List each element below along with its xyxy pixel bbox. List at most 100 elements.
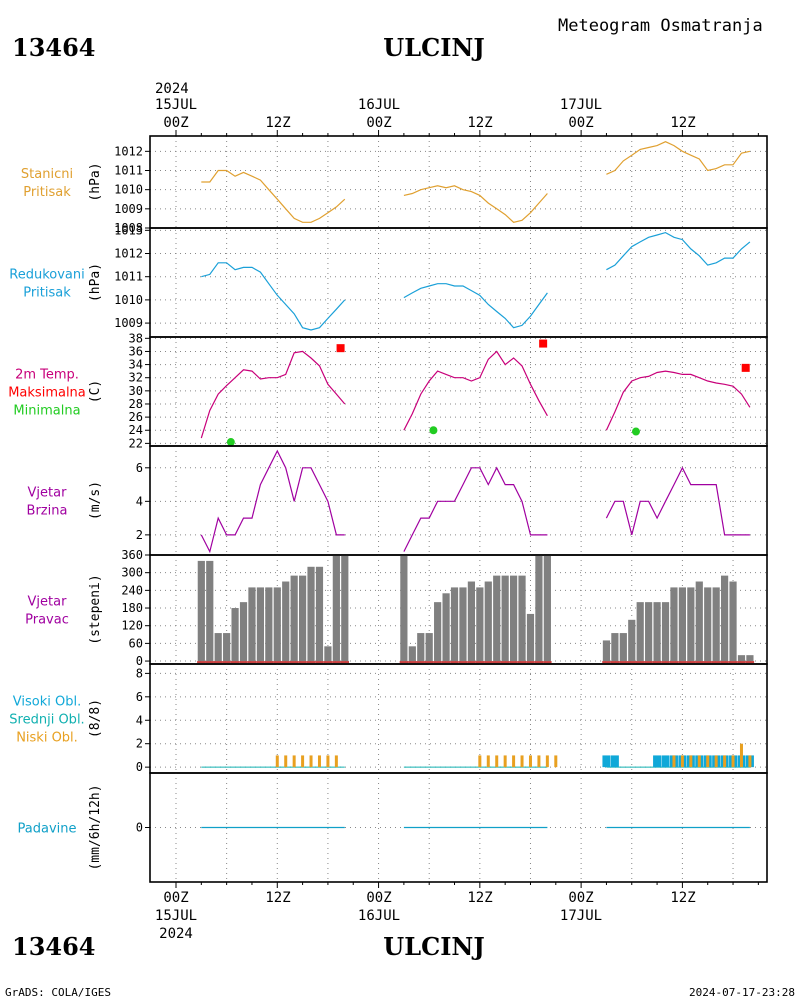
low-cloud-bar <box>680 755 684 768</box>
wind-direction-base <box>450 661 459 664</box>
wind-direction-bar <box>206 560 214 662</box>
bottom-hour-6: 12Z <box>670 890 695 906</box>
wind-direction-bar <box>501 575 509 662</box>
top-year: 2024 <box>155 81 189 97</box>
tmax-marker <box>336 344 345 353</box>
wind-direction-bar <box>299 575 307 662</box>
y-tick-label: 1010 <box>114 183 143 197</box>
y-axis-label: (hPa) <box>88 263 103 302</box>
panel-label: Niski Obl. <box>16 731 78 746</box>
station-pressure-line <box>606 141 751 175</box>
tmin-marker <box>429 426 438 435</box>
tmax-marker <box>539 339 548 348</box>
panel-label: Redukovani <box>9 268 84 283</box>
y-tick-label: 1012 <box>114 247 143 261</box>
top-hour-5: 00Z <box>568 115 593 131</box>
footer-left: GrADS: COLA/IGES <box>5 986 111 999</box>
wind-direction-bar <box>459 587 467 662</box>
wind-direction-bar <box>256 587 264 662</box>
wind-direction-base <box>433 661 442 664</box>
panel-label: Visoki Obl. <box>13 695 81 710</box>
wind-direction-bar <box>214 633 222 662</box>
wind-direction-base <box>627 661 636 664</box>
wind-direction-base <box>475 661 485 664</box>
low-cloud-bar <box>503 755 507 768</box>
station-name-top: ULCINJ <box>383 33 484 62</box>
low-cloud-bar <box>739 743 743 768</box>
y-axis-label: (hPa) <box>88 162 103 201</box>
wind-direction-base <box>745 661 755 664</box>
low-cloud-bar <box>334 755 338 768</box>
y-tick-label: 4 <box>136 494 143 508</box>
wind-direction-bar <box>239 602 248 662</box>
bottom-hour-1: 00Z <box>163 890 188 906</box>
wind-direction-bar <box>324 646 332 662</box>
wind-direction-base <box>686 661 696 664</box>
wind-direction-base <box>695 661 704 664</box>
wind-direction-base <box>484 661 493 664</box>
wind-direction-base <box>273 661 282 664</box>
low-cloud-bar <box>520 755 524 768</box>
y-tick-label: 1011 <box>114 164 143 178</box>
wind-direction-bar <box>484 581 492 662</box>
wind-direction-base <box>678 661 687 664</box>
wind-direction-bar <box>434 602 442 662</box>
wind-direction-bar <box>231 608 239 662</box>
panel-frame <box>149 445 768 556</box>
y-tick-label: 2 <box>136 528 143 542</box>
top-day-3: 17JUL <box>560 97 602 113</box>
bottom-hour-4: 12Z <box>467 890 492 906</box>
wind-direction-base <box>399 661 409 664</box>
wind-direction-bar <box>332 555 340 662</box>
wind-direction-base <box>500 661 510 664</box>
y-tick-label: 8 <box>136 666 143 680</box>
wind-direction-base <box>340 661 349 664</box>
station-name-bottom: ULCINJ <box>383 932 484 961</box>
low-cloud-bar <box>545 755 549 768</box>
wind-direction-bar <box>290 575 298 662</box>
bottom-year: 2024 <box>159 926 193 942</box>
wind-direction-base <box>509 661 518 664</box>
wind-direction-base <box>289 661 299 664</box>
wind-direction-base <box>669 661 679 664</box>
low-cloud-bar <box>326 755 330 768</box>
wind-direction-panel: 0 60 120 180 240 300 360 (stepeni) Vjetar Pravac <box>25 548 768 668</box>
panel-frame <box>149 135 768 229</box>
low-cloud-bar <box>697 755 701 768</box>
top-hour-4: 12Z <box>467 115 492 131</box>
y-tick-label: 0 <box>136 760 143 774</box>
temperature-line <box>605 370 751 431</box>
low-cloud-bar <box>731 755 735 768</box>
y-tick-label: 1010 <box>114 293 143 307</box>
wind-direction-base <box>644 661 653 664</box>
low-cloud-bar <box>537 755 541 768</box>
y-tick-label: 1009 <box>114 202 143 216</box>
wind-direction-bar <box>341 555 349 662</box>
low-cloud-bar <box>689 755 693 768</box>
product-title: Meteogram Osmatranja <box>558 16 763 36</box>
y-tick-label: 120 <box>121 619 143 633</box>
low-cloud-bar <box>714 755 718 768</box>
y-tick-label: 1009 <box>114 316 143 330</box>
bottom-hour-2: 12Z <box>265 890 290 906</box>
y-axis-label: (m/s) <box>88 481 103 520</box>
wind-direction-base <box>619 661 628 664</box>
wind-direction-base <box>197 661 206 664</box>
panel-label: Maksimalna <box>8 386 86 401</box>
wind-direction-bar <box>476 587 484 662</box>
high-cloud-bar <box>653 755 662 768</box>
y-tick-label: 1008 <box>114 221 143 235</box>
y-tick-label: 60 <box>129 636 143 650</box>
wind-direction-bar <box>712 587 720 662</box>
y-tick-label: 38 <box>129 331 143 345</box>
top-hour-2: 12Z <box>265 115 290 131</box>
wind-direction-base <box>315 661 324 664</box>
wind-direction-bar <box>628 619 636 662</box>
wind-direction-bar <box>687 587 695 662</box>
top-day-1: 15JUL <box>155 97 197 113</box>
y-tick-label: 6 <box>136 690 143 704</box>
reduced-pressure-line <box>201 262 346 331</box>
y-tick-label: 32 <box>129 371 143 385</box>
y-tick-label: 34 <box>129 358 143 372</box>
